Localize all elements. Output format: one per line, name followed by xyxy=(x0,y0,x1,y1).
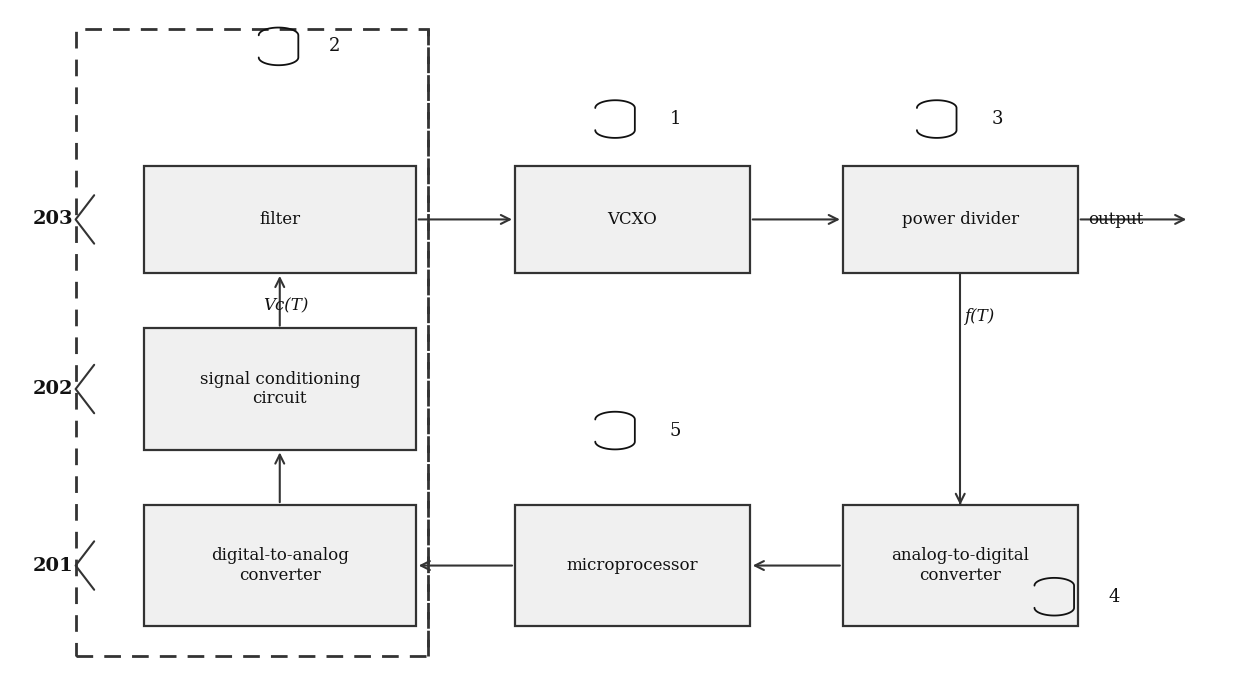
Text: power divider: power divider xyxy=(901,211,1019,228)
Text: signal conditioning
circuit: signal conditioning circuit xyxy=(200,370,360,407)
FancyBboxPatch shape xyxy=(144,166,415,273)
Text: 203: 203 xyxy=(32,211,73,229)
Text: 202: 202 xyxy=(32,380,73,398)
Text: output: output xyxy=(1087,211,1143,228)
FancyBboxPatch shape xyxy=(144,505,415,626)
Text: VCXO: VCXO xyxy=(608,211,657,228)
Text: analog-to-digital
converter: analog-to-digital converter xyxy=(892,547,1029,584)
Text: microprocessor: microprocessor xyxy=(567,557,698,574)
FancyBboxPatch shape xyxy=(843,166,1078,273)
Text: filter: filter xyxy=(259,211,300,228)
Text: 3: 3 xyxy=(991,110,1003,128)
Text: digital-to-analog
converter: digital-to-analog converter xyxy=(211,547,348,584)
FancyBboxPatch shape xyxy=(843,505,1078,626)
Text: 201: 201 xyxy=(32,557,73,575)
Text: 2: 2 xyxy=(330,38,341,56)
Text: 5: 5 xyxy=(670,422,681,439)
Text: f(T): f(T) xyxy=(963,308,994,325)
Text: Vc(T): Vc(T) xyxy=(263,297,309,314)
FancyBboxPatch shape xyxy=(515,166,750,273)
FancyBboxPatch shape xyxy=(144,329,415,450)
Text: 4: 4 xyxy=(1109,588,1120,606)
Text: 1: 1 xyxy=(670,110,681,128)
FancyBboxPatch shape xyxy=(515,505,750,626)
